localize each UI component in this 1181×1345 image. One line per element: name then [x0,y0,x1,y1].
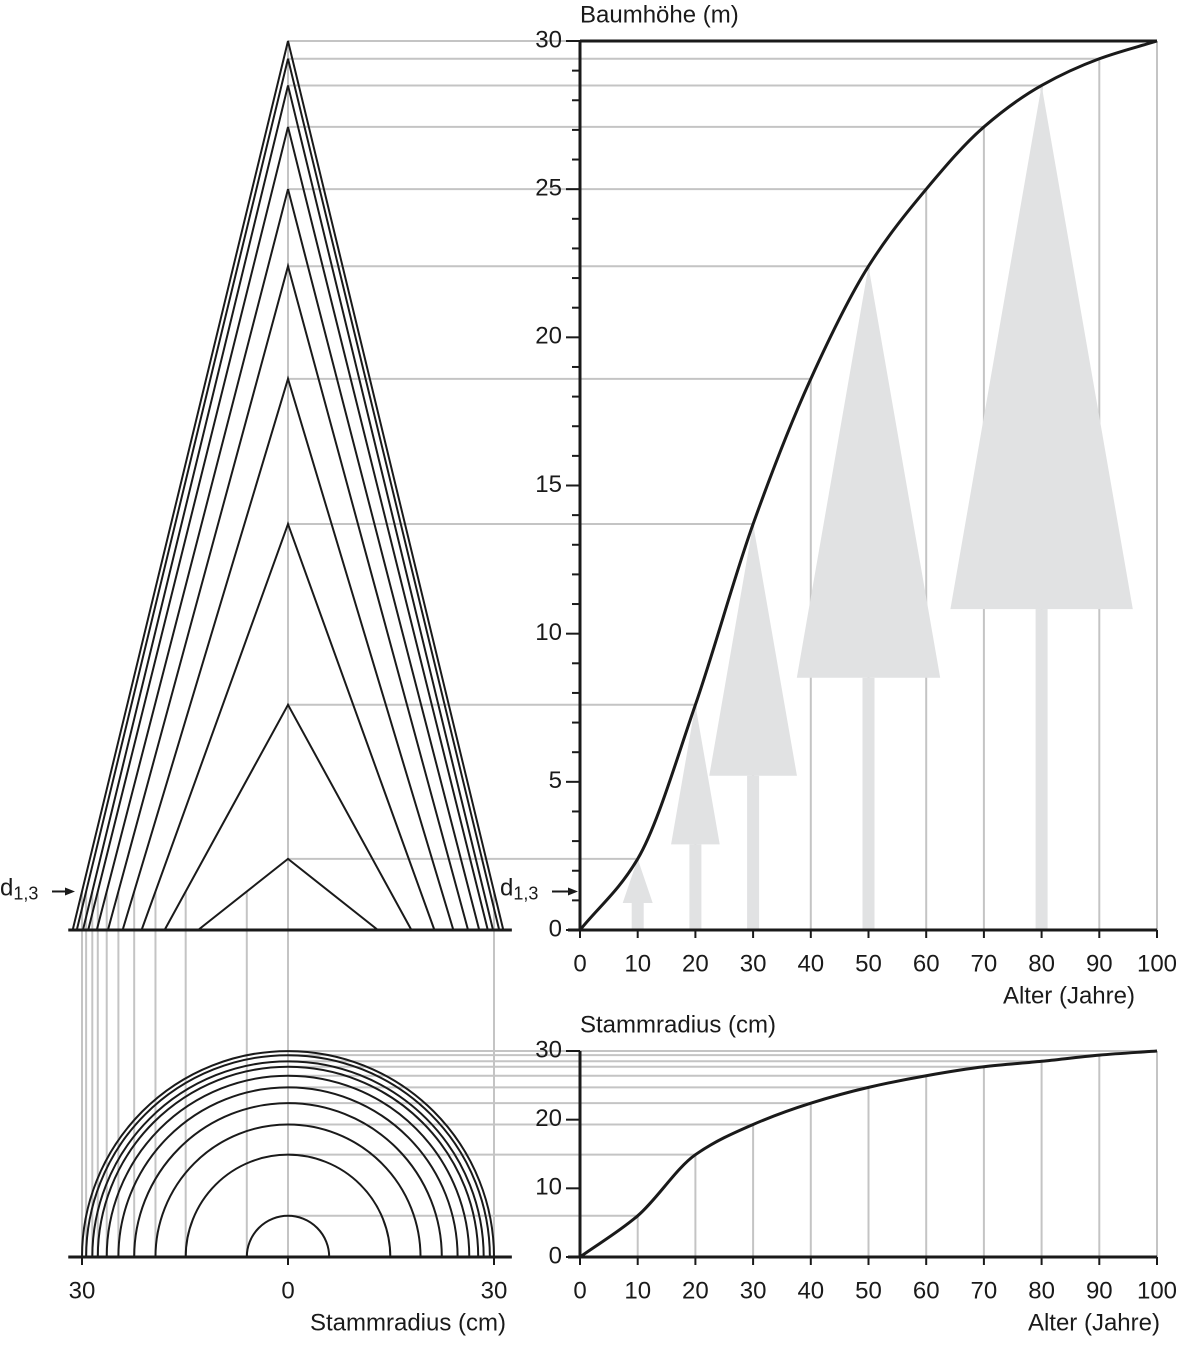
tree-trunk [862,677,875,930]
y-tick-label: 30 [535,26,562,53]
data-line [578,39,1158,931]
x-axis-title: Alter (Jahre) [1003,982,1135,1009]
stem-profile [140,521,436,931]
tree-crown [709,524,797,776]
x-tick-label: 50 [855,950,882,977]
x-tick-label: 100 [1137,950,1177,977]
x-tick-label: 90 [1086,1277,1113,1304]
growth-ring [117,1086,459,1258]
stem-profile [87,126,489,931]
x-axis-title: Stammradius (cm) [310,1309,506,1336]
y-axis-title: Baumhöhe (m) [580,1,739,28]
growth-ring [154,1123,422,1258]
annotation-arrowhead [65,887,75,896]
annotation-sub: 1,3 [13,883,38,903]
annotation-sub: 1,3 [513,883,538,903]
annotation-base: d [0,875,13,902]
x-tick-label: 70 [971,1277,998,1304]
tree-trunk [689,844,702,930]
tree-crown [671,704,720,845]
x-tick-label: 80 [1028,950,1055,977]
tree-layer [622,85,1133,930]
x-tick-label: 30 [481,1277,508,1304]
x-tick-label: 20 [682,1277,709,1304]
y-tick-label: 5 [549,767,562,794]
x-tick-label: 0 [281,1277,294,1304]
stem-profile [106,262,470,931]
tree-trunk [1035,609,1048,930]
annotation-arrowhead [568,887,578,896]
x-tick-label: 10 [624,1277,651,1304]
y-tick-label: 20 [535,323,562,350]
stem-profile [71,40,505,931]
x-tick-label: 60 [913,950,940,977]
x-tick-label: 50 [855,1277,882,1304]
stem-profile [95,188,481,931]
x-tick-label: 60 [913,1277,940,1304]
x-axis-title: Alter (Jahre) [1028,1309,1160,1336]
x-tick-label: 70 [971,950,998,977]
annotation-base: d [500,875,513,902]
y-tick-label: 30 [535,1036,562,1063]
x-tick-label: 40 [797,1277,824,1304]
stem-profile [163,702,413,931]
stem-profile [75,58,501,931]
stem-profile [81,85,495,931]
y-tick-label: 0 [549,1242,562,1269]
tree-trunk [631,902,644,930]
tree-trunk [747,775,760,930]
x-tick-label: 40 [797,950,824,977]
growth-ring [91,1060,485,1258]
y-tick-label: 10 [535,619,562,646]
stem-profile [197,857,379,931]
growth-ring [245,1214,331,1258]
x-tick-label: 30 [740,1277,767,1304]
annotation: d1,3 [0,875,38,903]
x-tick-label: 30 [740,950,767,977]
tree-crown [950,85,1133,610]
data-line [579,1049,1158,1259]
growth-ring [133,1102,443,1258]
y-tick-label: 25 [535,175,562,202]
x-tick-label: 90 [1086,950,1113,977]
annotation: d1,3 [500,875,538,903]
stem-profile [121,375,455,931]
y-tick-label: 10 [535,1174,562,1201]
x-tick-label: 0 [573,1277,586,1304]
y-axis-title: Stammradius (cm) [580,1011,776,1038]
x-tick-label: 20 [682,950,709,977]
x-tick-label: 80 [1028,1277,1055,1304]
x-tick-label: 10 [624,950,651,977]
growth-ring [96,1066,480,1258]
x-tick-label: 30 [69,1277,96,1304]
tree-crown [796,266,941,678]
y-tick-label: 15 [535,471,562,498]
mark-layer [71,39,1158,1259]
x-tick-label: 0 [573,950,586,977]
x-tick-label: 100 [1137,1277,1177,1304]
y-tick-label: 20 [535,1105,562,1132]
growth-ring [85,1054,491,1258]
growth-ring [184,1153,392,1258]
growth-ring [81,1050,495,1258]
tree-crown [622,858,653,903]
y-tick-label: 0 [549,915,562,942]
growth-ring [105,1074,471,1258]
